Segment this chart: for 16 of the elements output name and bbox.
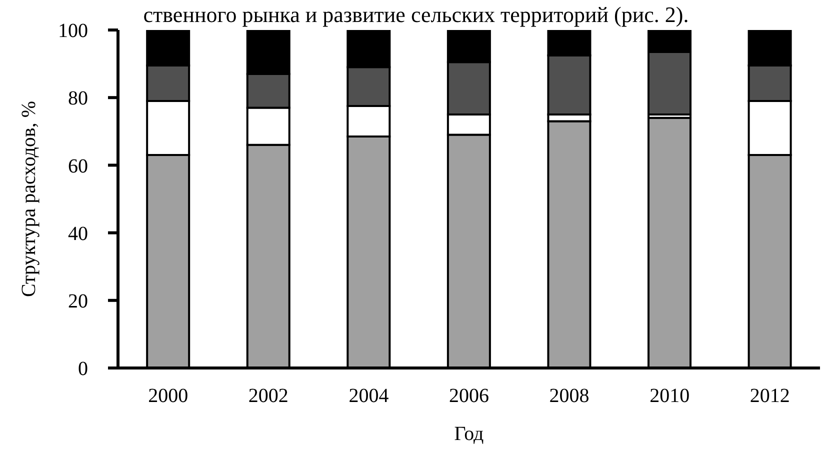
x-axis-title: Год (454, 423, 484, 445)
y-axis-title: Структура расходов, % (18, 100, 40, 298)
y-tick-label: 40 (68, 222, 88, 245)
text: ственного рынка и развитие сельских территорий (рис. 2). (143, 2, 689, 27)
y-tick-label: 20 (68, 290, 88, 312)
y-tick-label: 100 (58, 20, 88, 42)
x-tick-label: 2000 (148, 385, 188, 408)
y-tick-label: 60 (68, 155, 88, 178)
x-tick-label: 2004 (348, 385, 389, 408)
x-tick-label: 2012 (750, 385, 790, 408)
x-tick-label: 2006 (449, 385, 489, 408)
x-tick-label: 2010 (650, 385, 690, 408)
y-tick-label: 0 (78, 358, 88, 380)
y-tick-label: 80 (68, 88, 88, 110)
x-tick-label: 2002 (248, 385, 288, 408)
x-tick-label: 2008 (549, 385, 590, 408)
